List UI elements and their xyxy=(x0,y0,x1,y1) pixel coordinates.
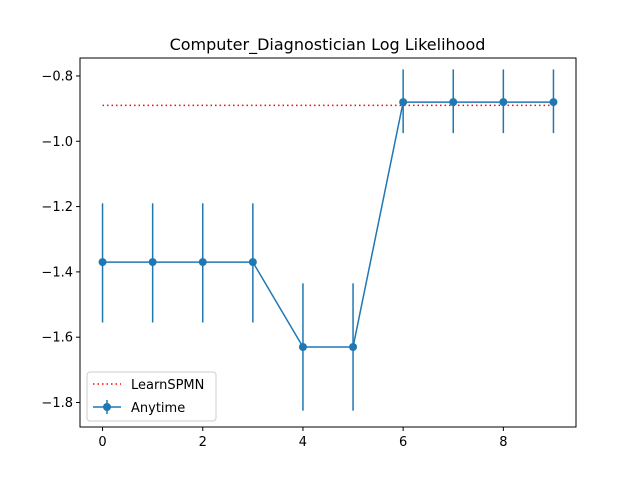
legend-anytime-label: Anytime xyxy=(131,401,185,416)
series-anytime-point xyxy=(98,258,107,267)
x-tick-label: 2 xyxy=(199,435,207,450)
y-tick-label: −1.8 xyxy=(41,396,73,411)
chart-title: Computer_Diagnostician Log Likelihood xyxy=(170,35,486,55)
legend-box xyxy=(86,371,217,422)
y-tick-label: −1.4 xyxy=(41,265,73,280)
y-axis: −1.8 −1.6 −1.4 −1.2 −1.0 −0.8 xyxy=(41,69,80,411)
series-anytime-line xyxy=(102,101,554,348)
series-anytime-point xyxy=(449,98,458,107)
y-tick-label: −1.6 xyxy=(41,331,73,346)
y-tick-label: −1.0 xyxy=(41,135,73,150)
series-anytime-point xyxy=(298,342,307,351)
x-axis: 0 2 4 6 8 xyxy=(98,427,507,450)
x-tick-label: 0 xyxy=(98,435,106,450)
legend-learnspmn-label: LearnSPMN xyxy=(131,378,204,393)
series-anytime-point xyxy=(399,98,408,107)
x-tick-label: 6 xyxy=(399,435,407,450)
plot-frame xyxy=(79,57,577,428)
series-anytime-point xyxy=(198,258,207,267)
series-anytime-point xyxy=(248,258,257,267)
series-anytime-point xyxy=(148,258,157,267)
legend-anytime-marker xyxy=(103,403,111,411)
series-anytime-point xyxy=(549,98,558,107)
legend: LearnSPMN Anytime xyxy=(86,371,217,422)
y-tick-label: −0.8 xyxy=(41,69,73,84)
series-anytime-point xyxy=(499,98,508,107)
x-tick-label: 8 xyxy=(499,435,507,450)
series-anytime-point xyxy=(349,342,358,351)
x-tick-label: 4 xyxy=(299,435,307,450)
plot-area xyxy=(98,69,558,411)
y-tick-label: −1.2 xyxy=(41,200,73,215)
